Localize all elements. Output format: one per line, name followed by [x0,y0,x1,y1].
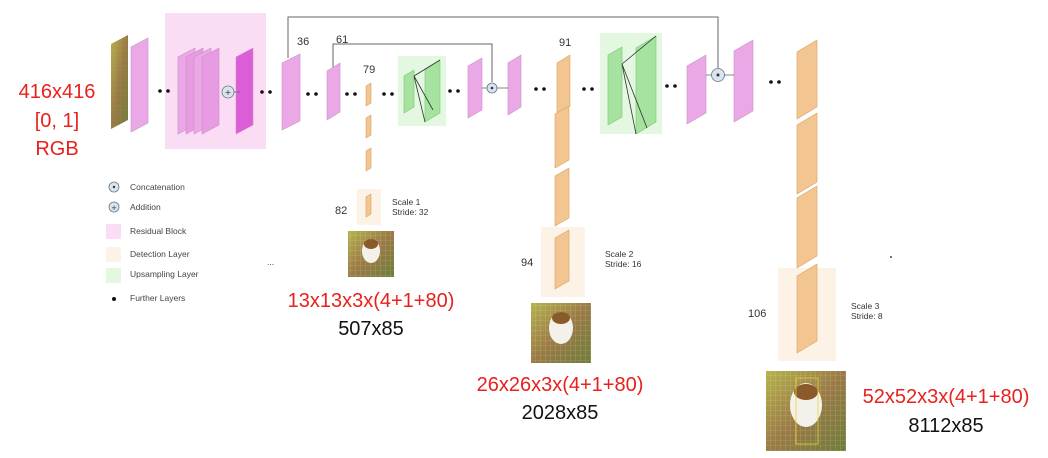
output-image-scale3 [766,371,846,451]
scale2-title: Scale 2 [605,249,634,259]
further-layers-dot-icon [112,297,116,301]
conv-layer [467,57,483,119]
detection-layer [365,147,372,172]
legend: Concatenation + Addition Residual Block … [106,181,199,303]
layer-index-79: 79 [363,64,375,76]
svg-text:+: + [111,204,117,212]
input-size-label: 416x416 [19,81,96,103]
svg-text:Residual Block: Residual Block [130,226,187,236]
layer-index-106: 106 [748,308,766,320]
layers [130,37,754,135]
scale1-flat-label: 507x85 [338,318,404,340]
svg-text:Further Layers: Further Layers [130,293,185,303]
svg-text:Addition: Addition [130,202,161,212]
detection-layer-82 [365,193,372,218]
conv-layer [130,37,149,133]
detection-layer-106 [796,263,818,354]
addition-node: + [221,85,235,99]
upsampling-swatch [106,268,121,283]
concatenation-node [711,68,725,82]
detection-layer [554,167,570,227]
detection-layer-79 [365,82,372,107]
upsample-layer [607,46,623,126]
detection-layer [796,112,818,195]
ellipsis-mark: ... [267,257,274,267]
scale2-stride: Stride: 16 [605,259,642,269]
legend-further: Further Layers [112,293,185,303]
layer-index-82: 82 [335,205,347,217]
scale3-flat-label: 8112x85 [908,415,983,437]
layer-index-94: 94 [521,257,533,269]
operation-nodes: + [221,68,734,99]
conv-layer-36 [281,53,301,131]
upsample-layers [403,35,657,135]
conv-layer [507,54,522,116]
output-image-scale1 [348,231,394,277]
layer-index-61: 61 [336,34,348,46]
addition-icon [108,201,120,213]
layer-index-36: 36 [297,36,309,48]
stray-dot-mark [890,256,892,258]
skip-line-36 [287,16,719,68]
upsample-layer [424,59,441,123]
legend-addition: + Addition [108,201,161,213]
layer-index-91: 91 [559,37,571,49]
scale1-title: Scale 1 [392,197,421,207]
concatenation-node [486,82,498,94]
conv-layer [686,54,707,125]
residual-output-layer [235,47,254,135]
detection-layer [796,185,818,269]
upsample-layer [635,35,657,135]
conv-layer-61 [326,62,341,121]
scale3-shape-label: 52x52x3x(4+1+80) [863,386,1030,408]
output-image-scale2 [531,303,591,363]
skip-line-61 [332,43,493,82]
legend-upsampling: Upsampling Layer [106,268,199,283]
input-range-label: [0, 1] [35,110,79,132]
upsample-fan-lines [413,35,657,135]
scale1-stride: Stride: 32 [392,207,429,217]
detection-layer [796,39,818,120]
svg-text:Concatenation: Concatenation [130,182,185,192]
detection-layer [554,105,570,169]
upsample-layer [403,69,415,114]
legend-concatenation: Concatenation [108,181,185,193]
detection-layer-94 [554,229,570,290]
scale2-flat-label: 2028x85 [522,402,599,424]
svg-text:Detection Layer: Detection Layer [130,249,190,259]
legend-residual: Residual Block [106,224,187,239]
svg-text:Upsampling Layer: Upsampling Layer [130,269,199,279]
residual-conv-layer [201,47,220,135]
detection-layer-91 [556,54,571,115]
residual-swatch [106,224,121,239]
scale3-title: Scale 3 [851,301,880,311]
further-layer-dots [158,80,781,96]
scale3-stride: Stride: 8 [851,311,883,321]
legend-detection: Detection Layer [106,247,190,262]
svg-text:+: + [225,88,232,97]
detection-layers [365,39,818,354]
conv-layer [733,39,754,123]
scale2-shape-label: 26x26x3x(4+1+80) [477,374,644,396]
detection-layer [365,114,372,139]
scale1-shape-label: 13x13x3x(4+1+80) [288,290,455,312]
detection-swatch [106,247,121,262]
input-colorspace-label: RGB [35,138,78,160]
input-image [111,35,128,129]
